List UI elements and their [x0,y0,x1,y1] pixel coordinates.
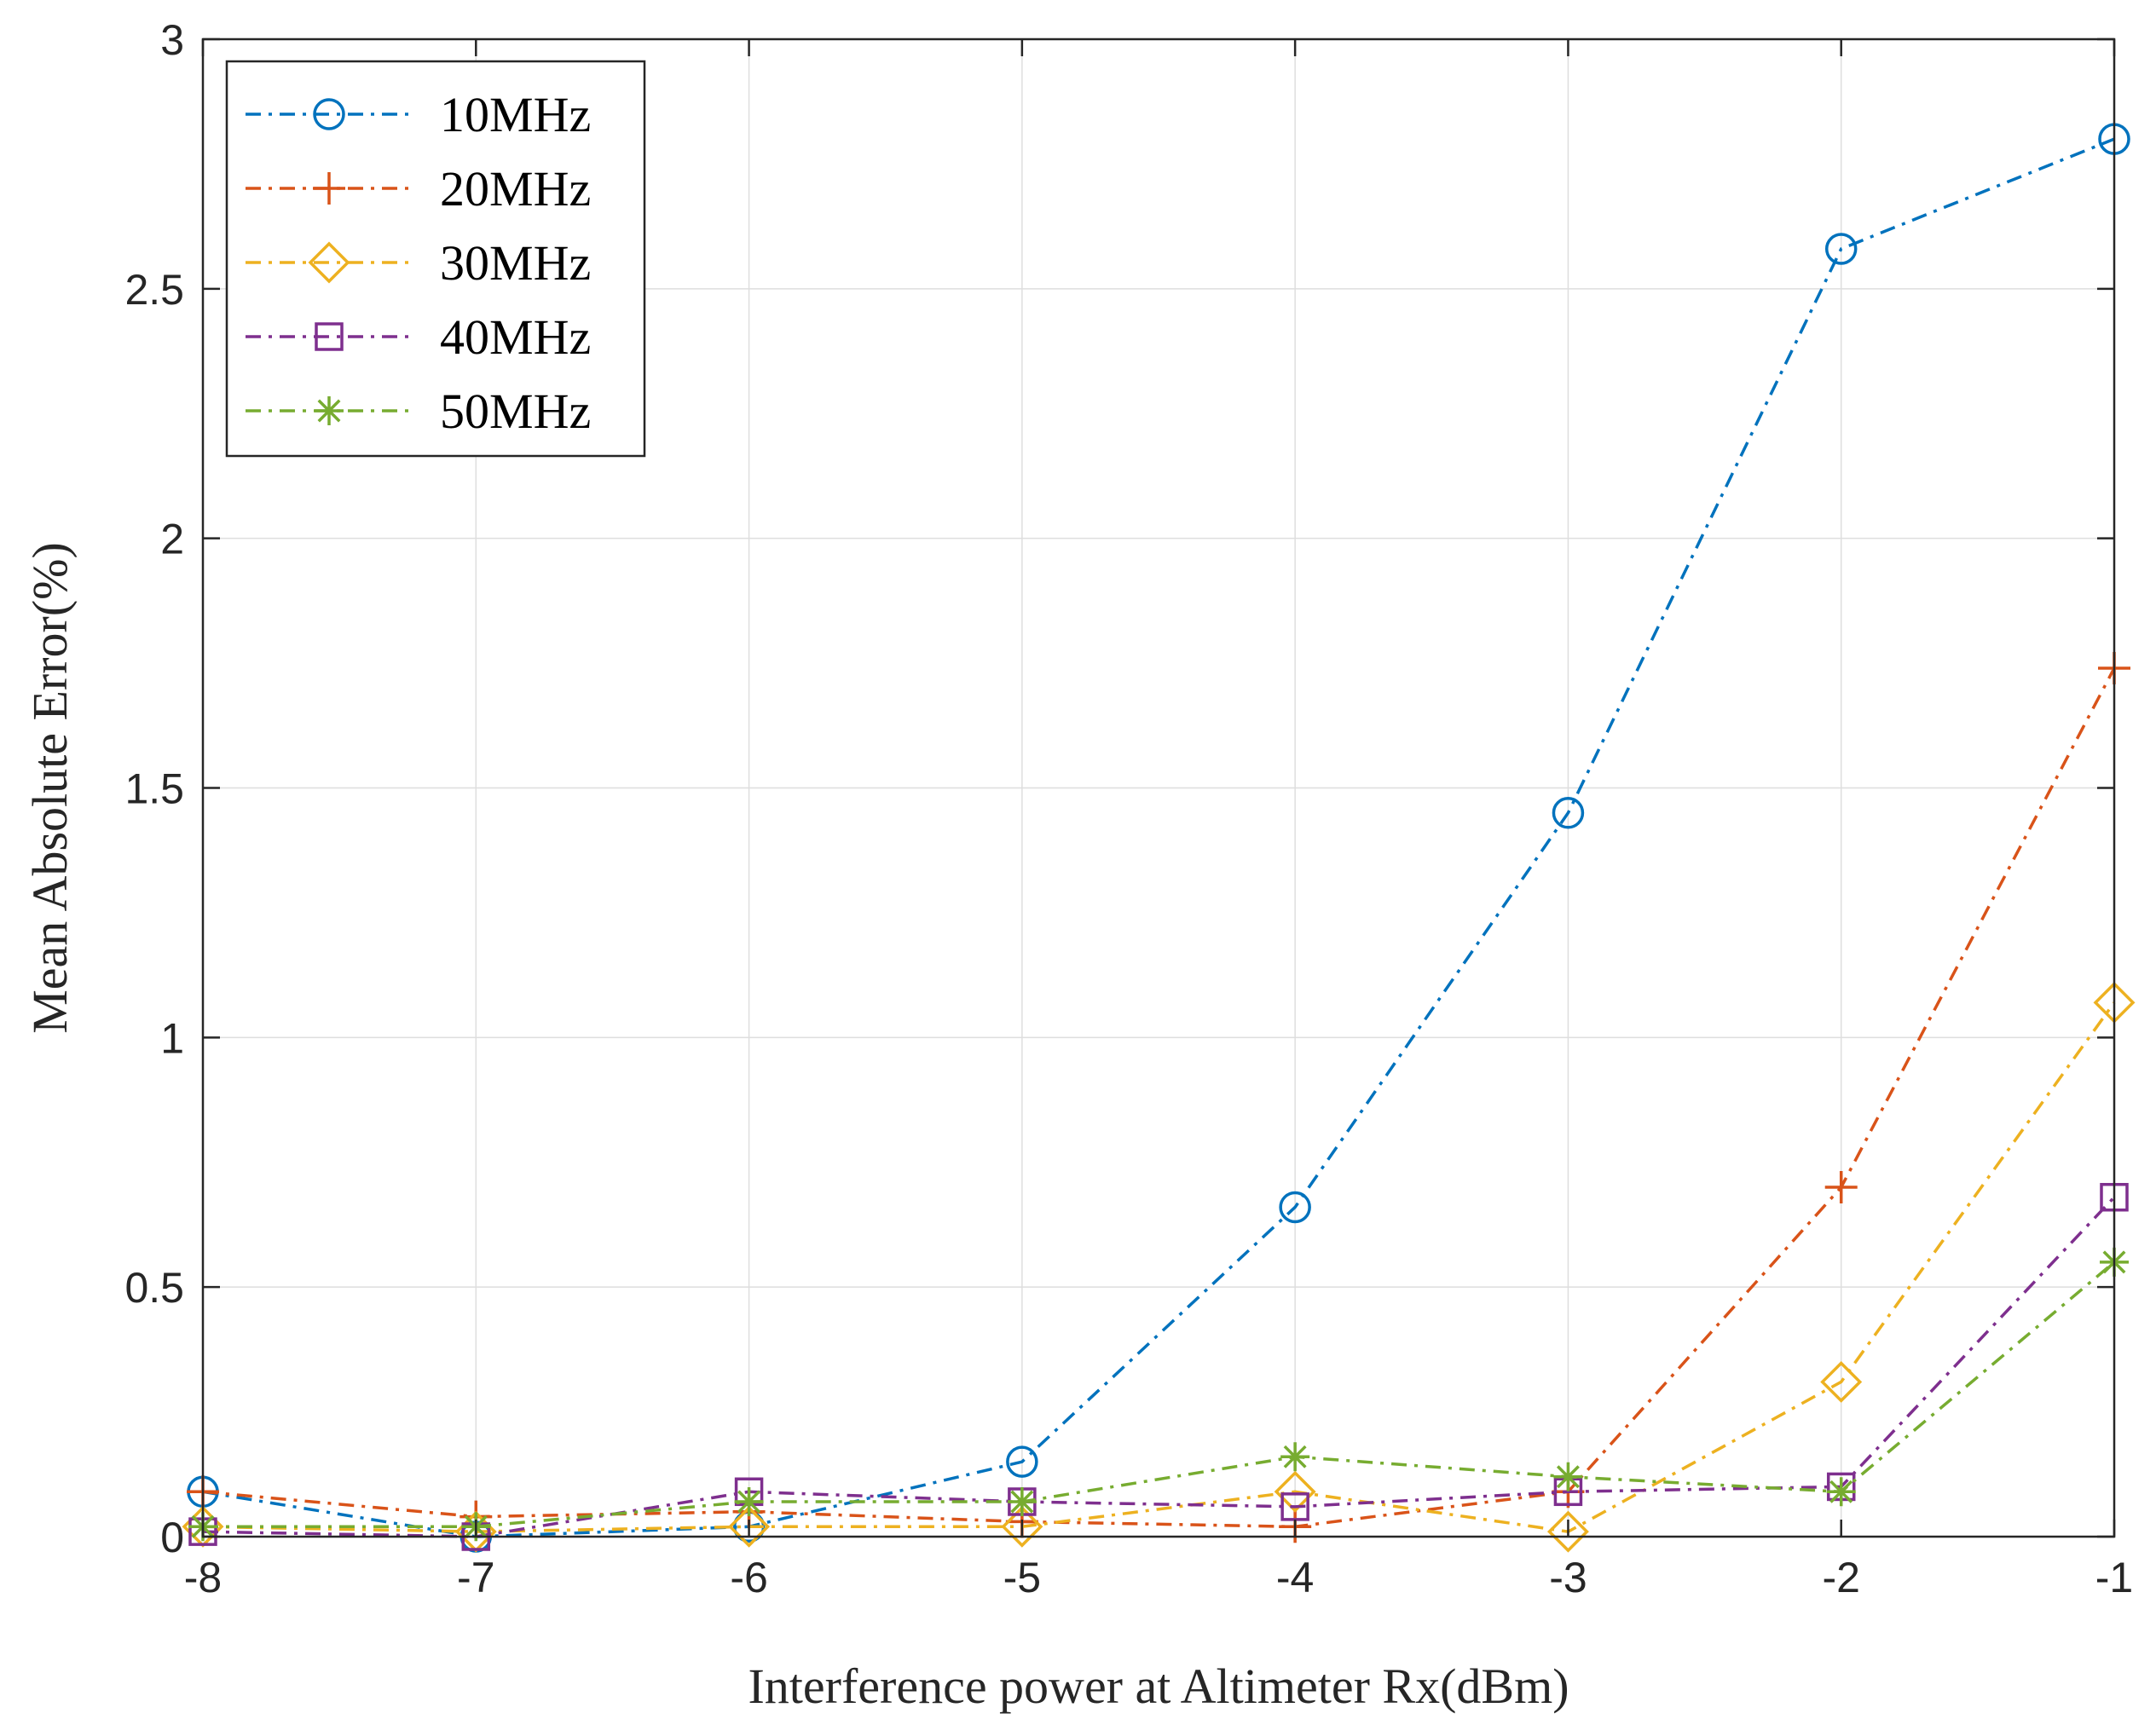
x-tick-label: -5 [1003,1554,1041,1601]
y-axis-label: Mean Absolute Error(%) [22,542,78,1034]
x-tick-label: -6 [730,1554,767,1601]
x-tick-label: -7 [457,1554,494,1601]
legend-label: 20MHz [440,161,591,216]
y-tick-label: 2 [160,516,184,563]
series-line-30MHz [202,1001,2116,1533]
legend-item-20MHz: 20MHz [246,161,591,216]
x-tick-label: -4 [1276,1554,1314,1601]
y-tick-label: 3 [160,16,184,64]
legend-label: 10MHz [440,87,591,142]
legend-marker [313,98,345,130]
series-group [182,123,2136,1553]
data-point-30MHz [1546,1510,1589,1553]
data-point-30MHz [1820,1360,1863,1403]
legend-marker [315,322,344,351]
data-point-20MHz [1824,1171,1858,1204]
data-point-10MHz [1006,1445,1038,1478]
legend-label: 40MHz [440,309,591,365]
legend-label: 50MHz [440,384,591,439]
legend: 10MHz 20MHz 30MHz 40MHz 50MHz [225,60,646,458]
legend-marker [308,241,350,284]
data-point-50MHz [1280,1442,1310,1472]
series-line-10MHz [202,137,2115,1538]
data-point-30MHz [728,1505,771,1548]
x-tick-label: -1 [2095,1554,2133,1601]
legend-item-30MHz: 30MHz [246,235,591,291]
legend-item-10MHz: 10MHz [246,87,591,142]
legend-marker [315,396,344,425]
legend-label: 30MHz [440,235,591,291]
data-point-10MHz [1552,797,1585,829]
data-point-50MHz [1826,1477,1856,1507]
data-point-10MHz [1279,1191,1311,1224]
y-tick-label: 2.5 [124,266,184,314]
x-axis-label: Interference power at Altimeter Rx(dBm) [748,1659,1569,1714]
legend-marker [313,172,345,205]
legend-item-40MHz: 40MHz [246,309,591,365]
x-tick-label: -3 [1549,1554,1587,1601]
y-tick-label: 0 [160,1514,184,1561]
data-point-30MHz [1001,1505,1043,1548]
y-tick-label: 1 [160,1014,184,1062]
ticks: -8 -7 -6 -5 -4 -3 -2 -1 0 0.5 1 1.5 2 2.5 3 [124,16,2133,1601]
y-tick-label: 0.5 [124,1264,184,1312]
series-line-40MHz [202,1196,2116,1538]
series-line-50MHz [203,1261,2116,1529]
series-line-20MHz [202,667,2116,1529]
data-point-50MHz [1007,1487,1037,1516]
data-point-50MHz [1553,1462,1583,1491]
data-point-30MHz [1274,1470,1316,1513]
data-point-10MHz [1824,233,1858,265]
legend-item-50MHz: 50MHz [246,384,591,439]
legend-box [225,60,646,458]
data-point-40MHz [1280,1492,1309,1521]
y-tick-label: 1.5 [124,765,184,813]
x-tick-label: -8 [184,1554,222,1601]
x-tick-label: -2 [1822,1554,1859,1601]
data-point-50MHz [734,1487,764,1516]
